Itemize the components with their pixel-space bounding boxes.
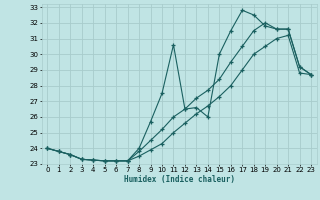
X-axis label: Humidex (Indice chaleur): Humidex (Indice chaleur) [124,175,235,184]
